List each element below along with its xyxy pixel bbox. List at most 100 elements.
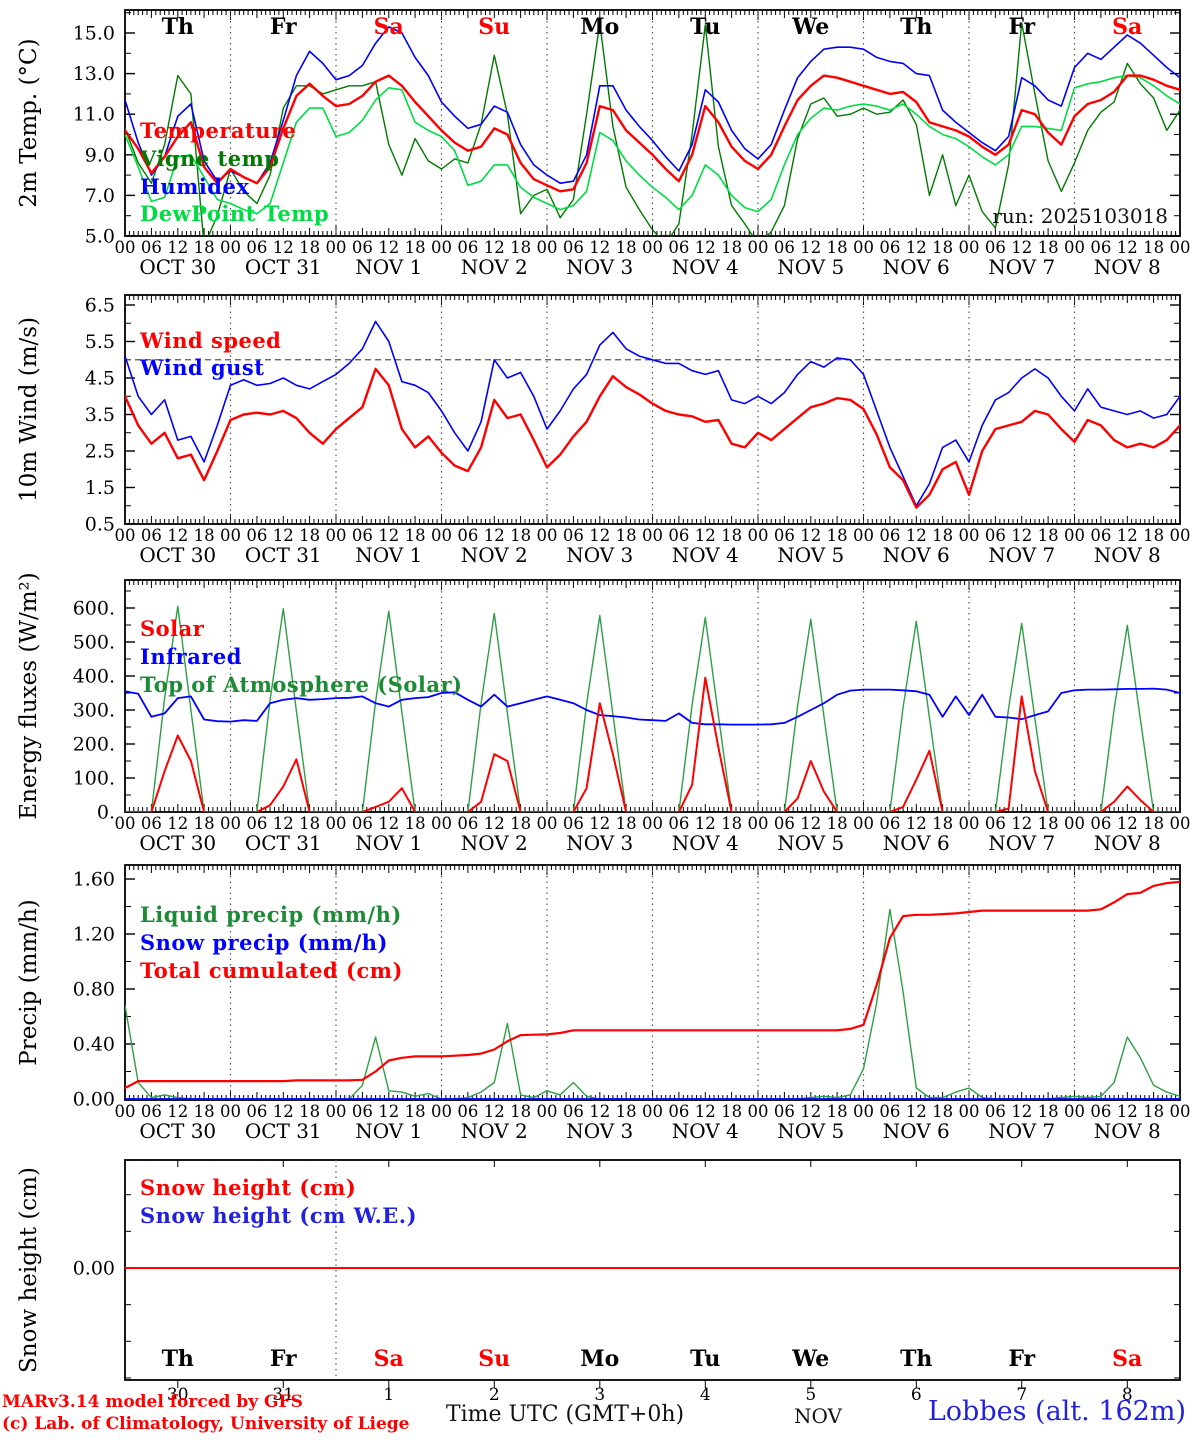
svg-text:12: 12 — [1011, 238, 1032, 257]
svg-text:NOV 2: NOV 2 — [461, 1119, 528, 1143]
svg-text:600.: 600. — [73, 598, 115, 620]
svg-text:3: 3 — [594, 1385, 605, 1405]
svg-text:06: 06 — [457, 238, 478, 257]
svg-text:18: 18 — [1038, 814, 1059, 833]
svg-text:00: 00 — [853, 238, 874, 257]
svg-text:Sa: Sa — [374, 14, 404, 40]
svg-text:18: 18 — [299, 814, 320, 833]
svg-text:12: 12 — [1117, 1102, 1138, 1121]
svg-text:00: 00 — [537, 1102, 558, 1121]
copyright-credit-line: (c) Lab. of Climatology, University of L… — [2, 1414, 410, 1434]
svg-text:06: 06 — [141, 814, 162, 833]
legend-snow-height-we: Snow height (cm W.E.) — [140, 1203, 418, 1228]
svg-text:06: 06 — [352, 238, 373, 257]
svg-text:NOV 2: NOV 2 — [461, 543, 528, 567]
svg-text:18: 18 — [721, 238, 742, 257]
svg-text:18: 18 — [932, 526, 953, 545]
svg-text:1: 1 — [383, 1385, 394, 1405]
svg-text:30: 30 — [167, 1385, 189, 1405]
svg-text:12: 12 — [906, 238, 927, 257]
svg-text:06: 06 — [774, 526, 795, 545]
month-label: NOV — [794, 1404, 842, 1428]
svg-text:18: 18 — [932, 238, 953, 257]
legend-humidex: Humidex — [140, 174, 250, 199]
svg-text:00: 00 — [853, 526, 874, 545]
svg-text:400.: 400. — [73, 666, 115, 688]
svg-text:12: 12 — [800, 814, 821, 833]
svg-text:18: 18 — [299, 1102, 320, 1121]
svg-text:18: 18 — [1038, 1102, 1059, 1121]
svg-text:NOV 8: NOV 8 — [1094, 831, 1161, 855]
svg-text:Fr: Fr — [270, 1346, 297, 1372]
svg-text:NOV 1: NOV 1 — [355, 831, 422, 855]
svg-text:200.: 200. — [73, 734, 115, 756]
svg-text:NOV 2: NOV 2 — [461, 831, 528, 855]
svg-text:06: 06 — [668, 814, 689, 833]
svg-text:00: 00 — [326, 1102, 347, 1121]
legend-total-cumulated: Total cumulated (cm) — [140, 958, 403, 983]
svg-text:06: 06 — [774, 814, 795, 833]
svg-text:06: 06 — [985, 1102, 1006, 1121]
svg-text:18: 18 — [510, 526, 531, 545]
model-credit-line: MARv3.14 model forced by GFS — [2, 1392, 303, 1412]
svg-text:18: 18 — [194, 1102, 215, 1121]
svg-text:12: 12 — [906, 814, 927, 833]
svg-text:Su: Su — [478, 1346, 510, 1372]
svg-text:06: 06 — [879, 814, 900, 833]
svg-text:12: 12 — [1117, 526, 1138, 545]
svg-text:00: 00 — [537, 814, 558, 833]
svg-text:06: 06 — [563, 238, 584, 257]
svg-text:NOV 3: NOV 3 — [566, 255, 633, 279]
svg-text:06: 06 — [563, 1102, 584, 1121]
svg-text:18: 18 — [721, 526, 742, 545]
svg-text:06: 06 — [985, 526, 1006, 545]
svg-text:NOV 5: NOV 5 — [777, 1119, 844, 1143]
svg-text:00: 00 — [959, 238, 980, 257]
svg-text:06: 06 — [1090, 814, 1111, 833]
svg-text:Th: Th — [900, 14, 932, 40]
svg-text:18: 18 — [616, 526, 637, 545]
svg-text:06: 06 — [668, 1102, 689, 1121]
svg-text:00: 00 — [115, 526, 136, 545]
svg-text:2m Temp. (°C): 2m Temp. (°C) — [16, 38, 42, 207]
svg-text:00: 00 — [959, 814, 980, 833]
svg-text:OCT 31: OCT 31 — [245, 1119, 322, 1143]
svg-text:06: 06 — [985, 814, 1006, 833]
svg-text:12: 12 — [484, 526, 505, 545]
svg-text:06: 06 — [246, 1102, 267, 1121]
svg-text:12: 12 — [1117, 814, 1138, 833]
svg-text:12: 12 — [378, 814, 399, 833]
svg-text:12: 12 — [695, 1102, 716, 1121]
svg-text:NOV 1: NOV 1 — [355, 1119, 422, 1143]
svg-text:12: 12 — [484, 1102, 505, 1121]
svg-text:00: 00 — [431, 814, 452, 833]
svg-text:6.5: 6.5 — [85, 295, 115, 317]
svg-text:00: 00 — [1170, 526, 1191, 545]
svg-text:18: 18 — [510, 1102, 531, 1121]
svg-text:NOV 4: NOV 4 — [672, 255, 739, 279]
svg-text:Tu: Tu — [690, 14, 720, 40]
svg-text:10m Wind (m/s): 10m Wind (m/s) — [16, 317, 42, 502]
svg-text:0.40: 0.40 — [73, 1034, 115, 1056]
svg-text:06: 06 — [141, 238, 162, 257]
svg-text:00: 00 — [642, 1102, 663, 1121]
svg-text:5: 5 — [805, 1385, 816, 1405]
legend-toa-solar: Top of Atmosphere (Solar) — [140, 672, 463, 697]
svg-text:18: 18 — [827, 238, 848, 257]
svg-text:12: 12 — [800, 1102, 821, 1121]
svg-text:12: 12 — [273, 814, 294, 833]
svg-text:Su: Su — [478, 14, 510, 40]
svg-text:18: 18 — [827, 526, 848, 545]
svg-text:18: 18 — [1143, 814, 1164, 833]
svg-text:00: 00 — [115, 238, 136, 257]
svg-text:12: 12 — [1011, 1102, 1032, 1121]
svg-text:Fr: Fr — [1008, 1346, 1035, 1372]
svg-text:NOV 7: NOV 7 — [988, 1119, 1055, 1143]
svg-text:We: We — [791, 1346, 829, 1372]
legend-snow-height: Snow height (cm) — [140, 1175, 357, 1200]
svg-text:18: 18 — [405, 1102, 426, 1121]
legend-infrared: Infrared — [140, 644, 242, 669]
svg-text:06: 06 — [879, 238, 900, 257]
svg-text:00: 00 — [1064, 526, 1085, 545]
